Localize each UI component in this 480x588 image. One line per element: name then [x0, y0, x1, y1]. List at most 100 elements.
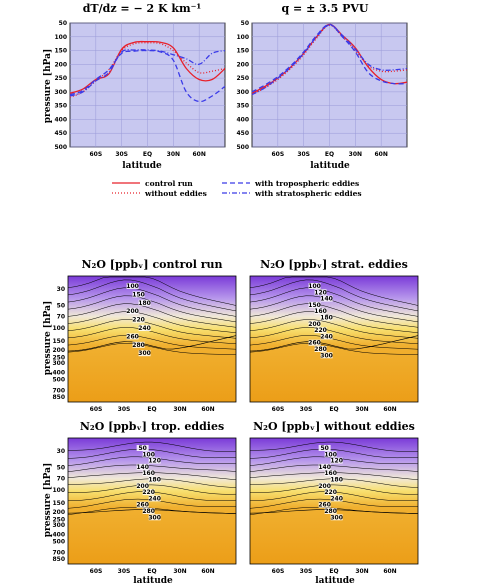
y-tick-label: 70 — [57, 475, 65, 482]
top-right-title: q = ± 3.5 PVU — [282, 2, 369, 15]
y-tick-label: 200 — [52, 347, 65, 354]
contour-line — [249, 319, 419, 339]
contour-label-bg — [148, 495, 161, 502]
y-tick-label: 30 — [57, 286, 65, 293]
contour-label: 280 — [324, 508, 337, 515]
contour-line — [249, 448, 419, 459]
n2o-without-eddies-panel: N₂O [ppbᵥ] without eddies 501001201401601… — [249, 420, 419, 575]
y-tick-label: 450 — [54, 130, 67, 137]
n2o-strat-eddies-panel: N₂O [ppbᵥ] strat. eddies 1001201401501601… — [249, 258, 419, 413]
contour-label: 220 — [314, 327, 327, 334]
y-tick-label: 500 — [52, 539, 65, 546]
contour-label-bg — [330, 457, 343, 464]
top-left-x-ticks: 60S 30S EQ 30N 60N — [89, 151, 205, 158]
contour-label: 220 — [132, 317, 145, 324]
contour-label: 150 — [132, 291, 145, 298]
contour-line — [249, 276, 419, 306]
contour-label: 200 — [126, 308, 139, 315]
contour-line — [67, 276, 237, 306]
contour-label: 300 — [330, 514, 343, 521]
contour-label-bg — [330, 495, 343, 502]
y-tick-label: 500 — [236, 144, 249, 151]
contour-line — [249, 303, 419, 328]
series-line — [251, 23, 408, 93]
y-tick-label: 150 — [52, 500, 65, 507]
x-tick-label: 60S — [90, 406, 103, 413]
top-right-xlabel: latitude — [310, 161, 350, 171]
contour-label: 240 — [148, 495, 161, 502]
contour-label: 180 — [320, 315, 333, 322]
x-tick-label: 30N — [173, 568, 186, 575]
n2o-trop-eddies-panel: N₂O [ppbᵥ] trop. eddies50100120140160180… — [52, 420, 237, 575]
y-tick-label: 250 — [54, 75, 67, 82]
panel-title: N₂O [ppbᵥ] strat. eddies — [260, 258, 408, 271]
y-tick-label: 100 — [54, 34, 67, 41]
contour-label-bg — [320, 295, 333, 302]
y-tick-label: 400 — [54, 116, 67, 123]
contour-label: 260 — [126, 333, 139, 340]
x-tick-label: 30S — [297, 151, 310, 158]
contour-label: 50 — [138, 445, 146, 452]
y-tick-label: 700 — [52, 388, 65, 395]
y-tick-label: 300 — [236, 89, 249, 96]
x-tick-label: 30S — [300, 568, 313, 575]
y-tick-label: 50 — [241, 20, 249, 27]
contour-line — [67, 448, 237, 459]
contour-line — [249, 287, 419, 317]
contour-label-bg — [330, 514, 343, 521]
contour-label: 260 — [136, 502, 149, 509]
y-tick-label: 250 — [52, 354, 65, 361]
x-tick-label: 30N — [167, 151, 180, 158]
bottom-left-xlabel: latitude — [133, 576, 173, 586]
contour-label: 140 — [318, 464, 331, 471]
contour-label-bg — [136, 445, 149, 451]
contour-label: 50 — [320, 445, 328, 452]
y-tick-label: 100 — [52, 325, 65, 332]
x-tick-label: 30N — [349, 151, 362, 158]
top-left-grid — [70, 22, 225, 148]
bottom-right-xlabel: latitude — [315, 576, 355, 586]
contour-label: 240 — [330, 495, 343, 502]
contour-line — [249, 335, 419, 352]
top-left-series — [69, 40, 226, 103]
x-tick-label: 30N — [355, 568, 368, 575]
contour-label-bg — [314, 346, 327, 352]
y-tick-label: 150 — [54, 48, 67, 55]
contour-label-bg — [308, 283, 321, 289]
contour-line — [249, 484, 419, 495]
y-tick-label: 70 — [57, 313, 65, 320]
x-tick-label: 60N — [201, 406, 214, 413]
contour-label: 160 — [324, 470, 337, 477]
contour-line — [67, 319, 237, 339]
contour-label-bg — [318, 501, 331, 508]
x-tick-label: 60N — [374, 151, 387, 158]
contour-label-bg — [132, 291, 145, 298]
contour-label: 180 — [330, 477, 343, 484]
contour-label-bg — [138, 350, 151, 357]
contour-line — [249, 279, 419, 312]
contour-label: 220 — [142, 489, 155, 496]
contour-label-bg — [138, 325, 151, 331]
contour-line — [67, 295, 237, 323]
y-tick-label: 350 — [54, 103, 67, 110]
y-tick-label: 30 — [57, 448, 65, 455]
x-tick-label: 30S — [118, 406, 131, 413]
top-ylabel: pressure [hPa] — [43, 49, 53, 123]
contour-line — [67, 464, 237, 472]
y-tick-label: 250 — [236, 75, 249, 82]
y-tick-label: 300 — [52, 522, 65, 529]
top-left-panel: dT/dz = − 2 K km⁻¹ 50 100 150 200 250 300 350 4… — [43, 2, 226, 171]
y-tick-label: 850 — [52, 394, 65, 401]
y-tick-label: 150 — [236, 48, 249, 55]
y-tick-label: 450 — [236, 130, 249, 137]
y-tick-label: 200 — [54, 61, 67, 68]
series-line — [251, 24, 408, 96]
top-left-y-ticks: 50 100 150 200 250 300 350 400 450 500 — [54, 20, 67, 151]
x-tick-label: EQ — [329, 568, 338, 575]
y-tick-label: 50 — [57, 465, 65, 472]
x-tick-label: 30S — [115, 151, 128, 158]
contour-label-bg — [142, 508, 155, 514]
panel-title: N₂O [ppbᵥ] without eddies — [253, 420, 415, 433]
contour-line — [249, 311, 419, 334]
y-tick-label: 400 — [52, 531, 65, 538]
